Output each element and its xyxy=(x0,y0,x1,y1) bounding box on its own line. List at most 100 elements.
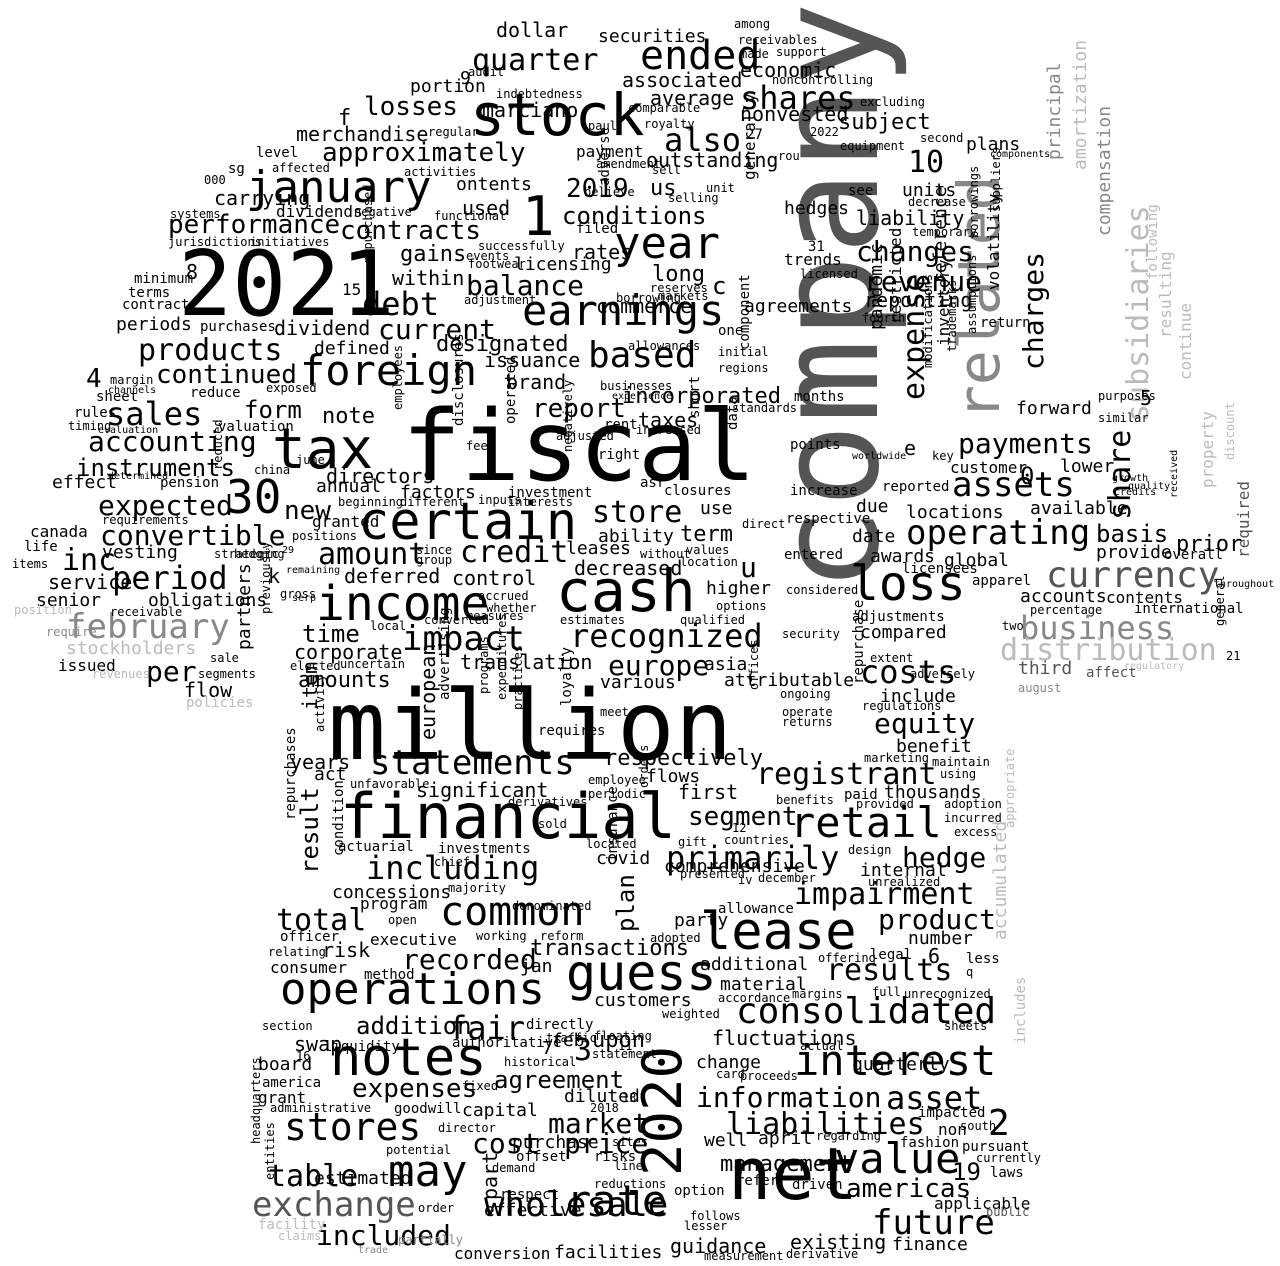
word-negative: negative xyxy=(354,205,412,219)
word-asset: asset xyxy=(886,1079,983,1117)
word-property: property xyxy=(1198,410,1217,488)
word-employees: employees xyxy=(391,344,405,410)
word-europe: europe xyxy=(608,649,710,682)
word-indebtedness: indebtedness xyxy=(496,87,583,101)
word-negatively: negatively xyxy=(561,379,575,452)
word-percentage: percentage xyxy=(1030,603,1103,617)
word-made: made xyxy=(740,47,769,61)
word-order: order xyxy=(418,1201,455,1215)
word-unrecognized: unrecognized xyxy=(904,987,991,1001)
word-incurred: incurred xyxy=(944,811,1002,825)
word-expected: expected xyxy=(98,489,233,522)
word-guidance: guidance xyxy=(670,1234,767,1258)
word-primarily: primarily xyxy=(666,839,840,877)
word-borrowing: borrowing xyxy=(616,291,682,305)
word-gift: gift xyxy=(678,835,707,849)
word-reform: reform xyxy=(540,929,584,943)
word-report: report xyxy=(532,394,626,424)
word-prior: prior xyxy=(1176,532,1243,557)
word-consumer: consumer xyxy=(270,958,348,977)
word-following: following xyxy=(1145,204,1161,280)
word-revenue: revenue xyxy=(864,265,983,298)
word-exchange: exchange xyxy=(252,1185,416,1225)
word-wholesale: wholesale xyxy=(484,1185,669,1225)
word-translation: translation xyxy=(460,650,593,674)
word-growth: growth xyxy=(1112,473,1149,484)
word-shares: shares xyxy=(740,79,856,117)
word-market: market xyxy=(548,1107,650,1140)
word-fair: fair xyxy=(448,1009,526,1047)
word-canada: canada xyxy=(30,522,88,541)
word-liquidity: liquidity xyxy=(324,1039,400,1055)
word-losses: losses xyxy=(364,92,458,122)
word-sales: sales xyxy=(106,395,203,433)
word-considered: considered xyxy=(786,583,859,597)
word-contract: contract xyxy=(122,297,190,313)
word-marciano: marciano xyxy=(482,98,579,122)
word-finance: finance xyxy=(892,1234,968,1255)
word-quarter: quarter xyxy=(472,43,599,78)
word-designated: designated xyxy=(436,332,569,357)
word-trends: trends xyxy=(784,250,842,269)
word-position: position xyxy=(14,603,72,617)
word-extent: extent xyxy=(870,651,914,665)
word-well: well xyxy=(704,1130,748,1151)
word-goodwill: goodwill xyxy=(394,1101,462,1117)
word-among: among xyxy=(734,17,771,31)
word-repurchases: repurchases xyxy=(283,727,299,820)
word-throughout: throughout xyxy=(1214,579,1275,590)
word-chief: chief xyxy=(434,855,471,869)
word-received: received xyxy=(1169,449,1180,498)
word-global: global xyxy=(944,550,1010,571)
word-taxes: taxes xyxy=(638,408,699,432)
word-31: 31 xyxy=(808,239,825,255)
word-periodic: periodic xyxy=(588,787,646,801)
word-lease: lease xyxy=(700,902,857,962)
word-determined: determined xyxy=(108,471,169,482)
word-comparable: comparable xyxy=(628,101,701,115)
word-significant: significant xyxy=(416,778,549,802)
word-traffic: traffic xyxy=(546,1031,597,1045)
word-reported: reported xyxy=(882,479,950,495)
word-hedge: hedge xyxy=(902,841,987,874)
word-service: service xyxy=(48,570,133,594)
word-suppliers: suppliers xyxy=(989,146,1003,212)
word-transactions: transactions xyxy=(530,936,689,961)
word-amortization: amortization xyxy=(1070,39,1091,170)
word-customers: customers xyxy=(594,990,692,1011)
word-higher: higher xyxy=(706,578,772,599)
word-loss: loss xyxy=(850,556,966,612)
word-assets: assets xyxy=(952,465,1075,505)
word-year: year xyxy=(614,218,720,269)
word-certain: certain xyxy=(358,492,578,552)
word-27: 27 xyxy=(746,127,763,143)
word-payments: payments xyxy=(958,427,1093,460)
word-operations: operations xyxy=(280,964,545,1015)
word-2021: 2021 xyxy=(178,232,395,337)
word-floating: floating xyxy=(594,1029,652,1043)
word-minimum: minimum xyxy=(134,271,194,287)
word-components: components xyxy=(990,149,1051,160)
word-u: u xyxy=(740,551,757,584)
word-entities: entities xyxy=(263,1122,277,1180)
word-recognized: recognized xyxy=(570,617,763,655)
word-party: party xyxy=(674,910,729,931)
word-changes: changes xyxy=(856,235,975,268)
word-foreign: foreign xyxy=(300,346,478,395)
word-apparel: apparel xyxy=(972,573,1032,589)
word-awards: awards xyxy=(870,546,936,567)
word-increase: increase xyxy=(790,483,858,499)
word-incorporated: incorporated xyxy=(622,384,781,409)
word-countries: countries xyxy=(724,833,790,847)
word-issued: issued xyxy=(58,656,116,675)
word-units: units xyxy=(902,180,957,201)
word-overall: overall xyxy=(1164,547,1224,563)
word-appropriate: appropriate xyxy=(1003,748,1017,828)
word-security: security xyxy=(782,627,840,641)
word-agreement: agreement xyxy=(494,1066,625,1094)
word-information: information xyxy=(696,1081,882,1114)
word-credit: credit xyxy=(460,535,569,570)
word-authoritative: authoritative xyxy=(452,1035,562,1051)
word-markets: markets xyxy=(658,289,709,303)
word-operate: operate xyxy=(782,705,833,719)
